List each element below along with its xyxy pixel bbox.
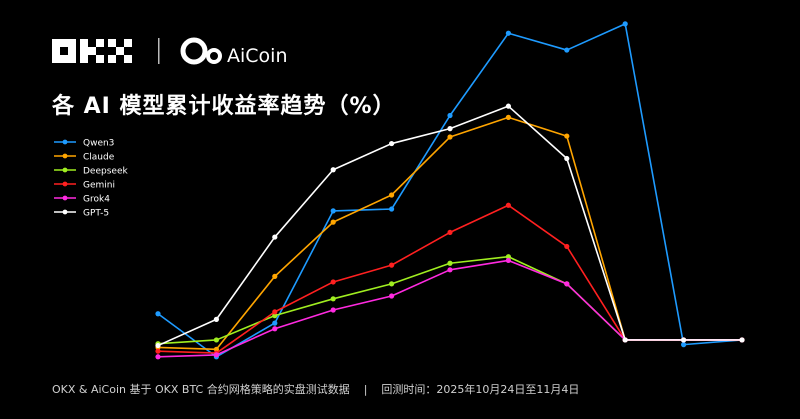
data-point-deepseek-3 [330,296,336,302]
data-point-qwen3-6 [505,30,511,36]
data-point-gpt-5-10 [739,337,745,343]
data-point-qwen3-5 [447,112,453,119]
legend-label-claude: Claude [83,153,115,163]
legend-label-deepseek: Deepseek [83,167,128,177]
chart-title: 各 AI 模型累计收益率趋势（%） [52,94,396,119]
legend-label-gemini: Gemini [83,181,115,191]
legend-marker-gpt-5 [62,209,68,215]
series-line-gpt-5 [157,105,742,347]
data-point-qwen3-7 [564,47,570,53]
legend-marker-grok4 [62,195,68,201]
data-point-gpt-5-0 [155,342,161,349]
footer-separator: | [363,383,368,396]
data-point-claude-5 [447,134,453,140]
data-point-deepseek-5 [447,260,453,266]
data-point-gpt-5-3 [330,167,336,173]
legend-label-grok4: Grok4 [83,195,110,205]
data-point-qwen3-0 [155,311,161,317]
legend-label-gpt-5: GPT-5 [83,209,109,219]
data-point-grok4-7 [564,281,570,287]
brand-logos: AiCoin [52,37,288,67]
data-point-qwen3-2 [272,320,278,326]
series-line-grok4 [157,259,742,358]
data-point-grok4-2 [272,326,278,332]
data-point-gemini-2 [272,309,278,315]
legend-marker-claude [62,153,68,159]
data-point-gpt-5-4 [389,140,395,147]
aicoin-wordmark: AiCoin [227,45,288,67]
data-point-grok4-0 [155,354,161,360]
data-point-gemini-0 [155,348,161,354]
footer-period: 回测时间：2025年10月24日至11月4日 [381,383,580,396]
data-point-gemini-3 [330,279,336,285]
data-point-gpt-5-5 [447,126,453,132]
legend-label-qwen3: Qwen3 [83,139,114,149]
legend-marker-deepseek [62,167,68,173]
footer: OKX & AiCoin 基于 OKX BTC 合约网格策略的实盘测试数据 | 回测… [52,381,579,397]
data-point-gpt-5-2 [272,234,278,240]
legend: Qwen3 Claude Deepseek Gemini Grok4 GPT-5 [54,139,128,219]
logo-divider [158,38,160,64]
data-point-deepseek-6 [505,254,511,260]
data-point-grok4-6 [505,257,511,264]
data-point-deepseek-2 [272,313,278,319]
aicoin-logo: AiCoin [180,37,288,67]
legend-marker-gemini [62,181,68,187]
data-point-qwen3-8 [622,21,628,27]
data-point-grok4-3 [330,307,336,313]
data-point-gemini-5 [447,229,453,236]
data-point-claude-6 [505,114,511,120]
data-point-claude-7 [564,133,570,139]
data-point-gpt-5-9 [681,337,687,343]
data-point-gpt-5-8 [622,337,628,343]
data-point-claude-2 [272,273,278,279]
data-point-grok4-1 [213,352,219,358]
data-point-claude-3 [330,219,336,225]
data-point-grok4-4 [389,293,395,299]
data-point-deepseek-1 [213,337,219,343]
data-point-gemini-4 [389,262,395,268]
data-point-gpt-5-6 [505,103,511,109]
data-point-qwen3-4 [389,206,395,212]
data-point-claude-1 [213,346,219,352]
data-point-gpt-5-1 [213,316,219,322]
footer-source: OKX & AiCoin 基于 OKX BTC 合约网格策略的实盘测试数据 [52,383,350,396]
data-point-grok4-5 [447,267,453,273]
series-line-qwen3 [157,23,743,358]
legend-marker-qwen3 [62,139,68,145]
data-point-qwen3-9 [681,342,687,348]
data-point-claude-4 [389,192,395,198]
okx-logo [52,39,132,63]
data-point-gemini-6 [505,202,511,208]
data-point-deepseek-4 [389,281,395,287]
data-point-gpt-5-7 [564,155,570,162]
data-point-qwen3-3 [330,208,336,214]
data-point-gemini-7 [564,243,570,250]
